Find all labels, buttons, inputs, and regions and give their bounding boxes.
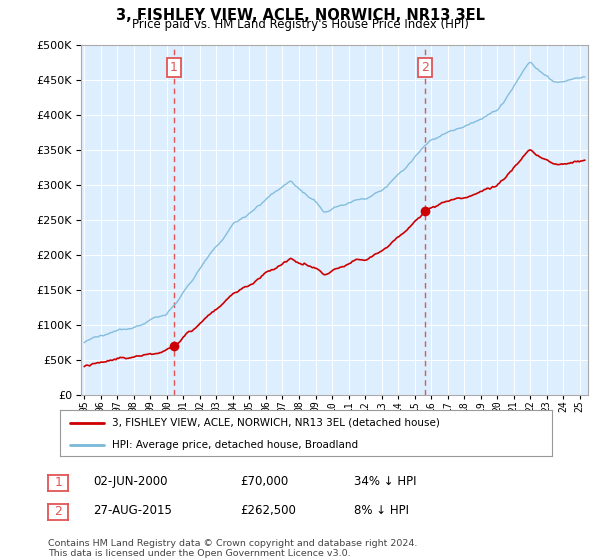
Text: 27-AUG-2015: 27-AUG-2015	[93, 504, 172, 517]
Text: 02-JUN-2000: 02-JUN-2000	[93, 475, 167, 488]
Text: 3, FISHLEY VIEW, ACLE, NORWICH, NR13 3EL: 3, FISHLEY VIEW, ACLE, NORWICH, NR13 3EL	[115, 8, 485, 24]
Text: 2: 2	[421, 60, 429, 74]
Text: HPI: Average price, detached house, Broadland: HPI: Average price, detached house, Broa…	[112, 440, 358, 450]
Text: 34% ↓ HPI: 34% ↓ HPI	[354, 475, 416, 488]
Text: 1: 1	[54, 476, 62, 489]
Text: Contains HM Land Registry data © Crown copyright and database right 2024.
This d: Contains HM Land Registry data © Crown c…	[48, 539, 418, 558]
Text: 1: 1	[170, 60, 178, 74]
Text: £262,500: £262,500	[240, 504, 296, 517]
Text: 3, FISHLEY VIEW, ACLE, NORWICH, NR13 3EL (detached house): 3, FISHLEY VIEW, ACLE, NORWICH, NR13 3EL…	[112, 418, 440, 428]
Text: Price paid vs. HM Land Registry's House Price Index (HPI): Price paid vs. HM Land Registry's House …	[131, 18, 469, 31]
Text: 8% ↓ HPI: 8% ↓ HPI	[354, 504, 409, 517]
Text: £70,000: £70,000	[240, 475, 288, 488]
Text: 2: 2	[54, 505, 62, 519]
